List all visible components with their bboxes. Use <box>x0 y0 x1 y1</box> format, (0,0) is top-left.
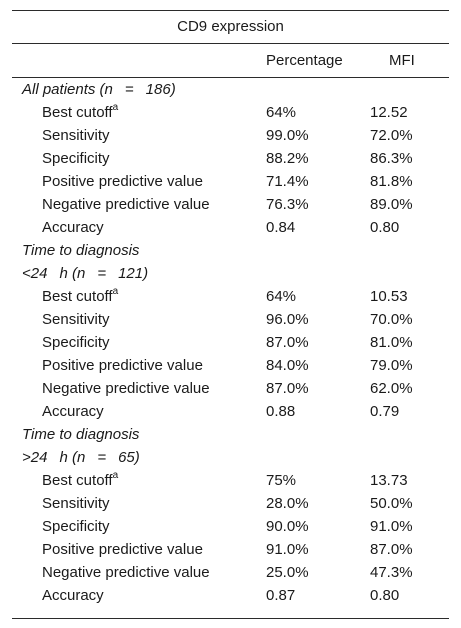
mfi-value: 86.3% <box>370 150 413 167</box>
mfi-value: 62.0% <box>370 380 413 397</box>
row-label: Accuracy <box>42 586 104 606</box>
group-header: >24 h (n = 65) <box>22 449 140 466</box>
row-label-text: Accuracy <box>42 219 104 236</box>
group-header: All patients (n = 186) <box>22 81 176 98</box>
row-label-text: Best cutoff <box>42 472 113 489</box>
percentage-value: 71.4% <box>266 173 309 190</box>
row-label-text: Specificity <box>42 334 110 351</box>
footnote-marker: a <box>112 470 119 481</box>
mfi-value: 0.80 <box>370 219 400 236</box>
row-label-text: Accuracy <box>42 587 104 604</box>
percentage-value: 25.0% <box>266 564 309 581</box>
row-label-text: Best cutoff <box>42 288 113 305</box>
row-label: Accuracy <box>42 218 104 238</box>
row-label-text: Negative predictive value <box>42 380 210 397</box>
percentage-value: 0.84 <box>266 219 296 236</box>
column-header-percentage: Percentage <box>266 52 343 69</box>
row-label-text: Accuracy <box>42 403 104 420</box>
group-header: Time to diagnosis <box>22 242 140 259</box>
row-label: Positive predictive value <box>42 540 203 560</box>
mfi-value: 12.52 <box>370 104 408 121</box>
mfi-value: 10.53 <box>370 288 408 305</box>
percentage-value: 64% <box>266 288 297 305</box>
mfi-value: 89.0% <box>370 196 413 213</box>
row-label: Negative predictive value <box>42 195 210 215</box>
table-caption: CD9 expression <box>177 18 284 35</box>
mfi-value: 91.0% <box>370 518 413 535</box>
mfi-value: 47.3% <box>370 564 413 581</box>
mfi-value: 72.0% <box>370 127 413 144</box>
mfi-value: 81.8% <box>370 173 413 190</box>
row-label: Best cutoffa <box>42 471 118 491</box>
header-rule <box>12 77 449 78</box>
row-label-text: Sensitivity <box>42 311 110 328</box>
row-label: Positive predictive value <box>42 356 203 376</box>
mfi-value: 70.0% <box>370 311 413 328</box>
footnote-marker: a <box>112 102 119 113</box>
percentage-value: 99.0% <box>266 127 309 144</box>
row-label: Positive predictive value <box>42 172 203 192</box>
footnote-marker: a <box>112 286 119 297</box>
mfi-value: 0.80 <box>370 587 400 604</box>
row-label: Sensitivity <box>42 494 110 514</box>
row-label-text: Best cutoff <box>42 104 113 121</box>
percentage-value: 64% <box>266 104 297 121</box>
row-label-text: Specificity <box>42 150 110 167</box>
row-label: Negative predictive value <box>42 563 210 583</box>
percentage-value: 88.2% <box>266 150 309 167</box>
row-label-text: Sensitivity <box>42 127 110 144</box>
row-label-text: Negative predictive value <box>42 196 210 213</box>
column-header-mfi: MFI <box>389 52 415 69</box>
row-label: Accuracy <box>42 402 104 422</box>
percentage-value: 76.3% <box>266 196 309 213</box>
row-label-text: Specificity <box>42 518 110 535</box>
mfi-value: 79.0% <box>370 357 413 374</box>
top-rule <box>12 10 449 11</box>
row-label-text: Positive predictive value <box>42 173 203 190</box>
caption-rule <box>12 43 449 44</box>
row-label: Sensitivity <box>42 126 110 146</box>
row-label-text: Negative predictive value <box>42 564 210 581</box>
row-label-text: Sensitivity <box>42 495 110 512</box>
group-header: Time to diagnosis <box>22 426 140 443</box>
percentage-value: 87.0% <box>266 334 309 351</box>
row-label: Negative predictive value <box>42 379 210 399</box>
group-header: <24 h (n = 121) <box>22 265 149 282</box>
row-label-text: Positive predictive value <box>42 541 203 558</box>
row-label: Specificity <box>42 333 110 353</box>
percentage-value: 0.87 <box>266 587 296 604</box>
percentage-value: 28.0% <box>266 495 309 512</box>
percentage-value: 0.88 <box>266 403 296 420</box>
mfi-value: 0.79 <box>370 403 400 420</box>
percentage-value: 75% <box>266 472 297 489</box>
row-label: Specificity <box>42 517 110 537</box>
bottom-rule <box>12 618 449 619</box>
percentage-value: 91.0% <box>266 541 309 558</box>
mfi-value: 50.0% <box>370 495 413 512</box>
percentage-value: 87.0% <box>266 380 309 397</box>
mfi-value: 13.73 <box>370 472 408 489</box>
mfi-value: 81.0% <box>370 334 413 351</box>
percentage-value: 96.0% <box>266 311 309 328</box>
row-label: Best cutoffa <box>42 287 118 307</box>
row-label: Sensitivity <box>42 310 110 330</box>
row-label: Specificity <box>42 149 110 169</box>
row-label: Best cutoffa <box>42 103 118 123</box>
percentage-value: 84.0% <box>266 357 309 374</box>
mfi-value: 87.0% <box>370 541 413 558</box>
percentage-value: 90.0% <box>266 518 309 535</box>
row-label-text: Positive predictive value <box>42 357 203 374</box>
